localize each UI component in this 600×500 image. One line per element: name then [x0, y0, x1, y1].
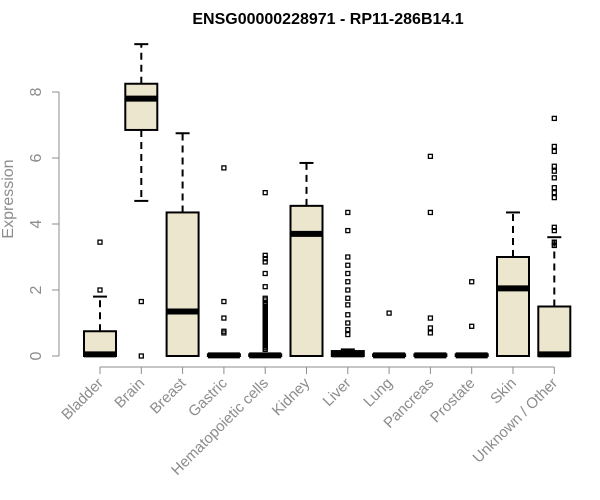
outlier-point — [345, 320, 351, 326]
box-group — [124, 43, 159, 359]
outlier-point — [345, 326, 351, 333]
x-tick-label: Skin — [487, 375, 520, 408]
box-group — [496, 211, 530, 357]
outlier-point — [262, 284, 268, 290]
outlier-point — [262, 270, 268, 277]
y-axis-label: Expression — [0, 159, 17, 238]
outlier-point — [345, 262, 351, 268]
x-tick-label: Prostate — [427, 375, 479, 427]
box-group — [413, 153, 448, 359]
outlier-point — [551, 148, 557, 155]
outlier-point — [551, 239, 557, 245]
box — [537, 305, 572, 357]
outlier-point — [221, 315, 227, 321]
box-group — [289, 161, 324, 357]
outlier-point — [551, 143, 557, 150]
outlier-point — [551, 194, 557, 201]
box-group — [206, 165, 241, 359]
outlier-point — [221, 330, 227, 336]
outlier-point — [551, 185, 557, 191]
x-tick-label: Brain — [111, 375, 148, 412]
outlier-point — [262, 255, 268, 262]
outlier-point — [345, 287, 351, 293]
box-group — [454, 279, 489, 359]
outlier-point — [345, 254, 351, 260]
box — [124, 82, 159, 131]
outlier-point — [262, 259, 268, 265]
y-tick-label: 6 — [28, 153, 45, 162]
outlier-point — [427, 330, 434, 336]
outlier-point — [551, 168, 557, 174]
box — [496, 256, 530, 357]
outlier-point — [551, 163, 557, 169]
box — [289, 204, 324, 357]
outlier-point — [345, 279, 351, 285]
box — [165, 211, 200, 357]
outlier-point — [345, 270, 351, 277]
box-group — [537, 115, 572, 358]
outlier-point — [551, 227, 557, 234]
box-group — [330, 209, 365, 358]
outlier-point — [427, 315, 434, 321]
outlier-point — [551, 189, 557, 196]
x-tick-label: Liver — [320, 375, 355, 410]
y-tick-label: 4 — [28, 219, 45, 228]
outlier-point — [262, 189, 268, 196]
outlier-point — [551, 224, 557, 230]
outlier-point — [262, 346, 268, 353]
outlier-point — [427, 325, 434, 331]
outlier-point — [345, 331, 351, 338]
box-group — [165, 132, 200, 357]
outlier-point — [427, 209, 434, 216]
outlier-point — [345, 209, 351, 216]
x-tick-label: Kidney — [269, 374, 314, 419]
box-group — [372, 310, 407, 359]
outlier-point — [345, 227, 351, 234]
outlier-point — [97, 287, 103, 293]
outlier-point — [262, 252, 268, 259]
outlier-point — [386, 310, 392, 316]
x-tick-label: Bladder — [58, 375, 107, 424]
outlier-point — [551, 115, 557, 122]
chart-title: ENSG00000228971 - RP11-286B14.1 — [192, 11, 463, 28]
outlier-point — [551, 242, 557, 249]
outlier-point — [345, 302, 351, 308]
x-tick-label: Lung — [360, 375, 396, 411]
outlier-point — [97, 239, 103, 245]
y-tick-label: 0 — [28, 351, 45, 360]
outlier-point — [551, 175, 557, 181]
y-axis: 0 2 4 6 8 — [28, 87, 60, 360]
x-tick-label: Breast — [147, 374, 190, 417]
outlier-point — [221, 298, 227, 305]
y-tick-label: 8 — [28, 87, 45, 96]
outlier-point — [138, 298, 144, 305]
outlier-point — [469, 323, 475, 329]
box-group — [83, 239, 117, 358]
outlier-point — [427, 153, 434, 160]
outlier-point — [469, 279, 475, 285]
plot-area — [83, 43, 572, 359]
outlier-point — [138, 353, 144, 359]
outlier-point — [262, 297, 268, 303]
outlier-point — [345, 312, 351, 318]
y-tick-label: 2 — [28, 285, 45, 294]
box-group — [248, 189, 283, 359]
outlier-point — [221, 165, 227, 171]
outlier-point — [345, 295, 351, 301]
